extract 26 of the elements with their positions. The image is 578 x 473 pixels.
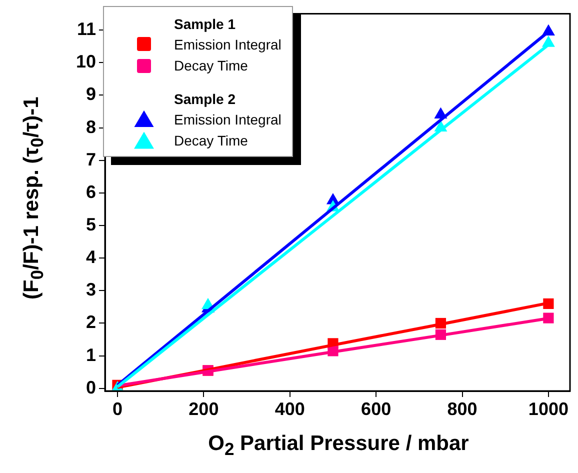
y-tick-label: 4 xyxy=(86,247,96,268)
y-tick-label: 1 xyxy=(86,344,96,365)
y-tick-label: 9 xyxy=(86,84,96,104)
y-tick-label: 10 xyxy=(76,52,96,72)
annotation: Sample 2 xyxy=(173,90,236,108)
point xyxy=(543,312,554,324)
annotation: Sample 1 xyxy=(173,15,236,33)
legend-label: Decay Time xyxy=(174,132,248,148)
legend-label: Emission Integral xyxy=(174,36,282,52)
legend-label: Emission Integral xyxy=(174,110,282,127)
x-tick-label: 800 xyxy=(447,398,478,419)
y-tick-label: 11 xyxy=(76,19,96,40)
y-tick-label: 3 xyxy=(86,280,96,300)
y-tick-label: 2 xyxy=(86,312,96,332)
y-tick-label: 6 xyxy=(86,182,96,202)
legend-label: Decay Time xyxy=(174,58,248,74)
x-tick-label: 200 xyxy=(188,398,219,419)
x-tick-label: 600 xyxy=(361,398,392,419)
x-axis-title: O$_{2}$ Partial Pressure / mbar xyxy=(207,432,470,460)
x-tick-label: 1000 xyxy=(528,398,568,419)
x-tick-label: 400 xyxy=(274,398,305,419)
y-tick-label: 8 xyxy=(86,116,96,137)
y-tick-label: 7 xyxy=(86,149,96,170)
x-tick-label: 0 xyxy=(112,398,123,419)
y-tick-label: 5 xyxy=(86,214,96,234)
y-tick-label: 0 xyxy=(86,377,96,398)
